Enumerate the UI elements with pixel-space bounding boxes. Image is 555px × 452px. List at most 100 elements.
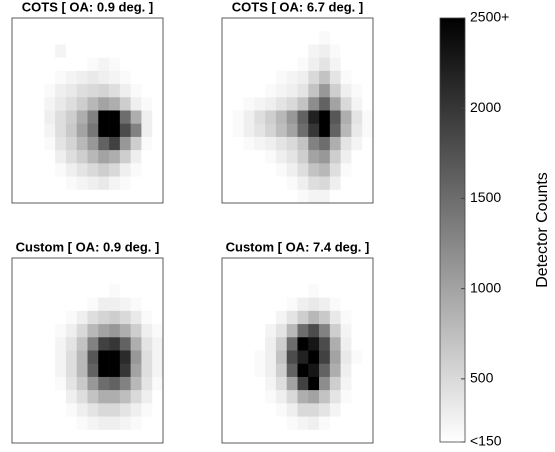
heatmap-cell <box>308 18 319 32</box>
heatmap-cell <box>222 71 233 85</box>
heatmap-cell <box>351 311 362 325</box>
heatmap-cell <box>44 97 55 111</box>
heatmap-cell <box>77 417 88 431</box>
heatmap-cell <box>109 377 120 391</box>
heatmap-cell <box>287 97 298 111</box>
heatmap-cell <box>351 111 362 125</box>
heatmap-cell <box>66 18 77 32</box>
heatmap-cell <box>330 364 341 378</box>
heatmap-cell <box>254 284 265 298</box>
heatmap-cell <box>308 137 319 151</box>
heatmap-cell <box>244 18 255 32</box>
heatmap-cell <box>120 84 131 98</box>
heatmap-cell <box>77 97 88 111</box>
heatmap-cell <box>141 284 152 298</box>
heatmap-cell <box>77 58 88 72</box>
heatmap-cell <box>298 84 309 98</box>
heatmap-cell <box>77 377 88 391</box>
heatmap-cell <box>233 84 244 98</box>
heatmap-cell <box>265 271 276 285</box>
heatmap-cell <box>88 58 99 72</box>
heatmap-cell <box>55 430 66 444</box>
heatmap-cell <box>23 163 34 177</box>
heatmap-cell <box>120 337 131 351</box>
heatmap-cell <box>120 351 131 365</box>
heatmap-cell <box>66 150 77 164</box>
heatmap-cell <box>265 390 276 404</box>
heatmap-cell <box>66 364 77 378</box>
heatmap-cell <box>44 351 55 365</box>
heatmap-cell <box>12 403 23 417</box>
heatmap-cell <box>120 377 131 391</box>
heatmap-cell <box>233 430 244 444</box>
heatmap-cell <box>244 390 255 404</box>
heatmap-cell <box>98 337 109 351</box>
heatmap-cell <box>141 324 152 338</box>
heatmap-cell <box>120 124 131 138</box>
heatmap-cell <box>222 177 233 191</box>
heatmap-cell <box>222 84 233 98</box>
heatmap-cell <box>152 271 163 285</box>
heatmap-cell <box>222 271 233 285</box>
heatmap-cell <box>109 18 120 32</box>
heatmap-cell <box>351 298 362 312</box>
heatmap-cell <box>98 163 109 177</box>
heatmap-cell <box>341 324 352 338</box>
heatmap-cell <box>351 190 362 204</box>
heatmap-cell <box>34 271 45 285</box>
heatmap-cell <box>109 190 120 204</box>
heatmap-cell <box>23 111 34 125</box>
heatmap-cell <box>152 58 163 72</box>
heatmap-cell <box>330 150 341 164</box>
heatmap-cell <box>254 258 265 272</box>
heatmap-cell <box>265 190 276 204</box>
heatmap-cell <box>308 163 319 177</box>
heatmap-cell <box>222 18 233 32</box>
heatmap-cell <box>287 337 298 351</box>
heatmap-cell <box>362 84 373 98</box>
heatmap-cell <box>233 163 244 177</box>
chart: Detector Counts COTS [ OA: 0.9 deg. ]COT… <box>0 0 555 452</box>
heatmap-cell <box>276 190 287 204</box>
heatmap-cell <box>233 403 244 417</box>
heatmap-cell <box>109 177 120 191</box>
heatmap-cell <box>141 150 152 164</box>
heatmap-cell <box>55 258 66 272</box>
heatmap-cell <box>233 284 244 298</box>
heatmap-cell <box>23 31 34 45</box>
heatmap-cell <box>34 18 45 32</box>
heatmap-cell <box>319 324 330 338</box>
heatmap-cell <box>330 324 341 338</box>
heatmap-cell <box>330 284 341 298</box>
heatmap-cell <box>362 150 373 164</box>
heatmap-cell <box>12 430 23 444</box>
heatmap-cell <box>44 284 55 298</box>
heatmap-cell <box>265 163 276 177</box>
heatmap-cell <box>44 364 55 378</box>
heatmap-cell <box>44 84 55 98</box>
heatmap-cell <box>131 351 142 365</box>
heatmap-cell <box>276 430 287 444</box>
heatmap-cell <box>44 71 55 85</box>
heatmap-cell <box>23 271 34 285</box>
heatmap-cell <box>308 31 319 45</box>
heatmap-cell <box>233 97 244 111</box>
heatmap-cell <box>131 284 142 298</box>
colorbar-tick-label: 2000 <box>470 99 501 115</box>
heatmap-cell <box>98 351 109 365</box>
heatmap-cell <box>55 298 66 312</box>
heatmap-cell <box>77 284 88 298</box>
heatmap-cell <box>330 258 341 272</box>
heatmap-cell <box>341 177 352 191</box>
heatmap-cell <box>152 417 163 431</box>
heatmap-cell <box>276 163 287 177</box>
heatmap-cell <box>12 190 23 204</box>
heatmap-cell <box>319 150 330 164</box>
heatmap-cell <box>66 111 77 125</box>
heatmap-cell <box>34 311 45 325</box>
heatmap-cell <box>362 298 373 312</box>
heatmap-cell <box>34 97 45 111</box>
heatmap-cell <box>66 44 77 58</box>
heatmap-cell <box>341 284 352 298</box>
heatmap-cell <box>222 137 233 151</box>
